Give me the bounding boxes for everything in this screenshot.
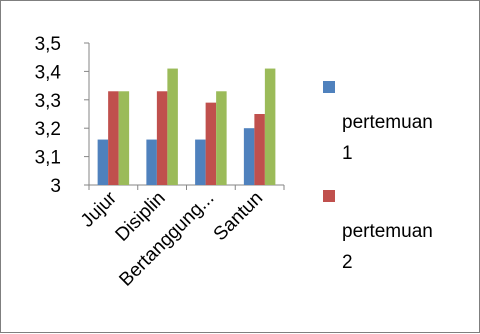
legend-label: 2 — [342, 252, 353, 273]
bar — [205, 102, 217, 185]
x-tick-label: Santun — [210, 188, 267, 245]
legend-label: pertemuan — [342, 221, 433, 242]
y-tick-label: 3,3 — [35, 91, 61, 112]
y-tick-label: 3,4 — [35, 62, 62, 83]
legend-label: pertemuan — [342, 112, 433, 133]
y-tick-label: 3,1 — [35, 148, 61, 169]
legend-label: 1 — [342, 143, 353, 164]
bar — [254, 114, 265, 185]
bar — [167, 68, 178, 185]
bar — [146, 139, 157, 185]
bar — [97, 139, 109, 185]
bar — [195, 139, 206, 185]
legend-swatch — [323, 81, 335, 93]
bar — [108, 91, 119, 185]
y-tick-label: 3,5 — [35, 34, 61, 55]
bar — [156, 91, 168, 185]
x-tick-label: Jujur — [77, 187, 121, 231]
legend-swatch — [323, 190, 335, 202]
bar — [264, 68, 276, 185]
bar — [118, 91, 130, 185]
bar — [243, 128, 255, 185]
bar — [216, 91, 227, 185]
y-tick-label: 3 — [50, 176, 61, 197]
y-tick-label: 3,2 — [35, 119, 61, 140]
